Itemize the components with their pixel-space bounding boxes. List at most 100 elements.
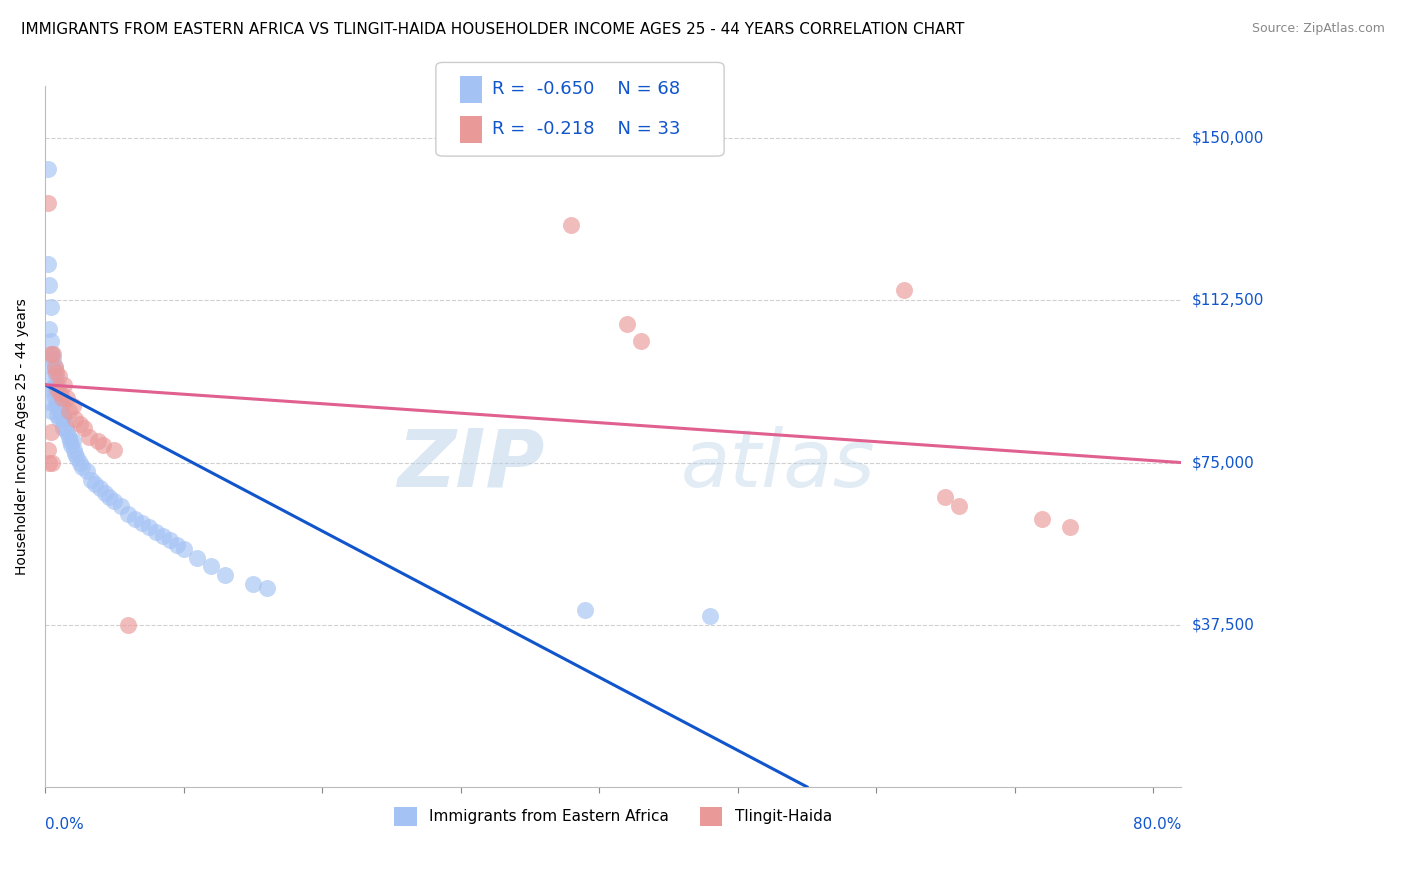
- Legend: Immigrants from Eastern Africa, Tlingit-Haida: Immigrants from Eastern Africa, Tlingit-…: [388, 801, 838, 831]
- Point: [58, 403, 80, 417]
- Point: [37, 257, 59, 271]
- Point: [38, 278, 60, 293]
- Point: [37, 196, 59, 211]
- Text: atlas: atlas: [681, 425, 876, 504]
- Point: [560, 218, 582, 232]
- Point: [166, 538, 188, 552]
- Point: [45, 382, 67, 396]
- Point: [46, 377, 69, 392]
- Point: [37, 442, 59, 457]
- Point: [46, 395, 69, 409]
- Point: [69, 456, 91, 470]
- Point: [69, 417, 91, 431]
- Point: [49, 391, 72, 405]
- Point: [62, 400, 84, 414]
- Point: [45, 365, 67, 379]
- Text: 80.0%: 80.0%: [1133, 817, 1181, 832]
- Point: [83, 477, 105, 491]
- Point: [41, 360, 63, 375]
- Point: [45, 400, 67, 414]
- Point: [45, 369, 67, 384]
- Point: [51, 391, 73, 405]
- Point: [49, 403, 72, 417]
- Point: [65, 447, 87, 461]
- Point: [574, 602, 596, 616]
- Point: [37, 161, 59, 176]
- Point: [117, 508, 139, 522]
- Point: [138, 520, 160, 534]
- Point: [79, 429, 101, 443]
- Point: [39, 300, 62, 314]
- Point: [38, 382, 60, 396]
- Point: [62, 434, 84, 448]
- Point: [60, 438, 83, 452]
- Point: [55, 421, 77, 435]
- Point: [117, 617, 139, 632]
- Point: [86, 434, 108, 448]
- Text: R =  -0.650    N = 68: R = -0.650 N = 68: [492, 80, 681, 98]
- Point: [72, 459, 94, 474]
- Point: [53, 412, 76, 426]
- Point: [66, 451, 89, 466]
- Point: [48, 400, 70, 414]
- Point: [39, 347, 62, 361]
- Point: [48, 412, 70, 426]
- Point: [39, 425, 62, 440]
- Point: [1059, 520, 1081, 534]
- Point: [53, 377, 76, 392]
- Point: [186, 550, 208, 565]
- Point: [52, 408, 75, 422]
- Point: [42, 351, 65, 366]
- Text: Source: ZipAtlas.com: Source: ZipAtlas.com: [1251, 22, 1385, 36]
- Point: [49, 386, 72, 401]
- Point: [38, 456, 60, 470]
- Point: [38, 395, 60, 409]
- Text: 0.0%: 0.0%: [45, 817, 84, 832]
- Point: [948, 499, 970, 513]
- Text: IMMIGRANTS FROM EASTERN AFRICA VS TLINGIT-HAIDA HOUSEHOLDER INCOME AGES 25 - 44 : IMMIGRANTS FROM EASTERN AFRICA VS TLINGI…: [21, 22, 965, 37]
- Point: [46, 408, 69, 422]
- Text: ZIP: ZIP: [398, 425, 544, 504]
- Point: [56, 425, 79, 440]
- Text: R =  -0.218    N = 33: R = -0.218 N = 33: [492, 120, 681, 138]
- Point: [103, 442, 125, 457]
- Point: [200, 559, 222, 574]
- Point: [41, 456, 63, 470]
- Point: [145, 524, 167, 539]
- Point: [103, 494, 125, 508]
- Point: [42, 382, 65, 396]
- Y-axis label: Householder Income Ages 25 - 44 years: Householder Income Ages 25 - 44 years: [15, 298, 30, 575]
- Point: [63, 442, 86, 457]
- Text: $37,500: $37,500: [1192, 617, 1256, 632]
- Point: [52, 421, 75, 435]
- Point: [242, 576, 264, 591]
- Point: [131, 516, 153, 530]
- Point: [58, 429, 80, 443]
- Point: [44, 360, 66, 375]
- Point: [80, 473, 103, 487]
- Point: [159, 533, 181, 548]
- Point: [97, 490, 120, 504]
- Point: [38, 321, 60, 335]
- Point: [44, 391, 66, 405]
- Point: [91, 438, 114, 452]
- Point: [51, 400, 73, 414]
- Point: [44, 360, 66, 375]
- Point: [152, 529, 174, 543]
- Point: [39, 334, 62, 349]
- Point: [42, 347, 65, 361]
- Point: [934, 490, 956, 504]
- Point: [256, 581, 278, 595]
- Point: [1031, 512, 1053, 526]
- Text: $75,000: $75,000: [1192, 455, 1254, 470]
- Text: $112,500: $112,500: [1192, 293, 1264, 308]
- Point: [46, 382, 69, 396]
- Point: [51, 412, 73, 426]
- Point: [173, 541, 195, 556]
- Point: [76, 464, 98, 478]
- Point: [73, 421, 96, 435]
- Point: [93, 485, 115, 500]
- Point: [893, 283, 915, 297]
- Point: [616, 317, 638, 331]
- Point: [699, 609, 721, 624]
